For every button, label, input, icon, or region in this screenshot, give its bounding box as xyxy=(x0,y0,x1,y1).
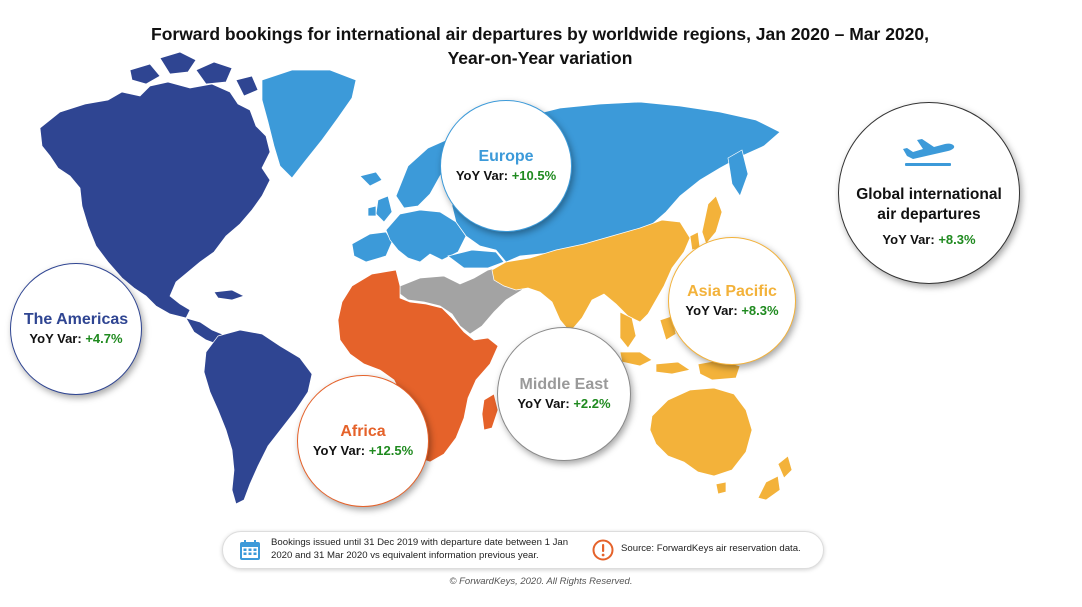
americas-callout: The Americas YoY Var: +4.7% xyxy=(10,263,142,395)
asia-pacific-yoy-value: +8.3% xyxy=(741,303,779,318)
middle-east-region-name: Middle East xyxy=(519,376,609,393)
global-name-line-1: Global international xyxy=(856,186,1002,203)
global-callout: Global international air departures YoY … xyxy=(838,102,1020,284)
title-line-2: Year-on-Year variation xyxy=(447,48,633,68)
europe-callout: Europe YoY Var: +10.5% xyxy=(440,100,572,232)
asia-pacific-region-name: Asia Pacific xyxy=(687,283,777,300)
asia-pacific-yoy: YoY Var: +8.3% xyxy=(685,302,778,320)
middle-east-yoy: YoY Var: +2.2% xyxy=(517,395,610,413)
footnote-source: Source: ForwardKeys air reservation data… xyxy=(621,543,801,554)
region-africa-shape xyxy=(337,269,499,463)
europe-yoy-value: +10.5% xyxy=(511,168,557,183)
middle-east-yoy-label: YoY Var: xyxy=(517,396,570,411)
global-yoy: YoY Var: +8.3% xyxy=(882,231,975,249)
americas-yoy-value: +4.7% xyxy=(85,331,123,346)
global-yoy-value: +8.3% xyxy=(938,232,976,247)
page-title: Forward bookings for international air d… xyxy=(40,22,1040,70)
americas-yoy-label: YoY Var: xyxy=(29,331,82,346)
africa-yoy-label: YoY Var: xyxy=(312,443,366,458)
americas-region-name: The Americas xyxy=(23,311,129,328)
europe-region-name: Europe xyxy=(478,148,534,165)
europe-yoy: YoY Var: +10.5% xyxy=(456,167,556,185)
calendar-icon xyxy=(240,540,260,560)
footnote-box: Bookings issued until 31 Dec 2019 with d… xyxy=(222,531,824,569)
global-yoy-label: YoY Var: xyxy=(882,232,935,247)
exclamation-circle-icon xyxy=(592,539,614,561)
region-asia-pacific-shape xyxy=(491,195,793,501)
middle-east-callout: Middle East YoY Var: +2.2% xyxy=(497,327,631,461)
africa-callout: Africa YoY Var: +12.5% xyxy=(297,375,429,507)
greenland-shape xyxy=(261,69,357,179)
global-name-line-2: air departures xyxy=(877,206,981,223)
copyright-text: © ForwardKeys, 2020. All Rights Reserved… xyxy=(449,576,633,587)
asia-pacific-callout: Asia Pacific YoY Var: +8.3% xyxy=(668,237,796,365)
africa-yoy-value: +12.5% xyxy=(368,443,414,458)
title-line-1: Forward bookings for international air d… xyxy=(151,24,929,44)
americas-yoy: YoY Var: +4.7% xyxy=(29,330,122,348)
asia-pacific-yoy-label: YoY Var: xyxy=(685,303,738,318)
footnote-note: Bookings issued until 31 Dec 2019 with d… xyxy=(271,537,569,561)
africa-region-name: Africa xyxy=(340,423,386,440)
airplane-takeoff-icon xyxy=(903,139,955,166)
middle-east-yoy-value: +2.2% xyxy=(573,396,611,411)
europe-yoy-label: YoY Var: xyxy=(455,168,509,183)
africa-yoy: YoY Var: +12.5% xyxy=(313,442,413,460)
region-americas-shape xyxy=(39,51,313,505)
